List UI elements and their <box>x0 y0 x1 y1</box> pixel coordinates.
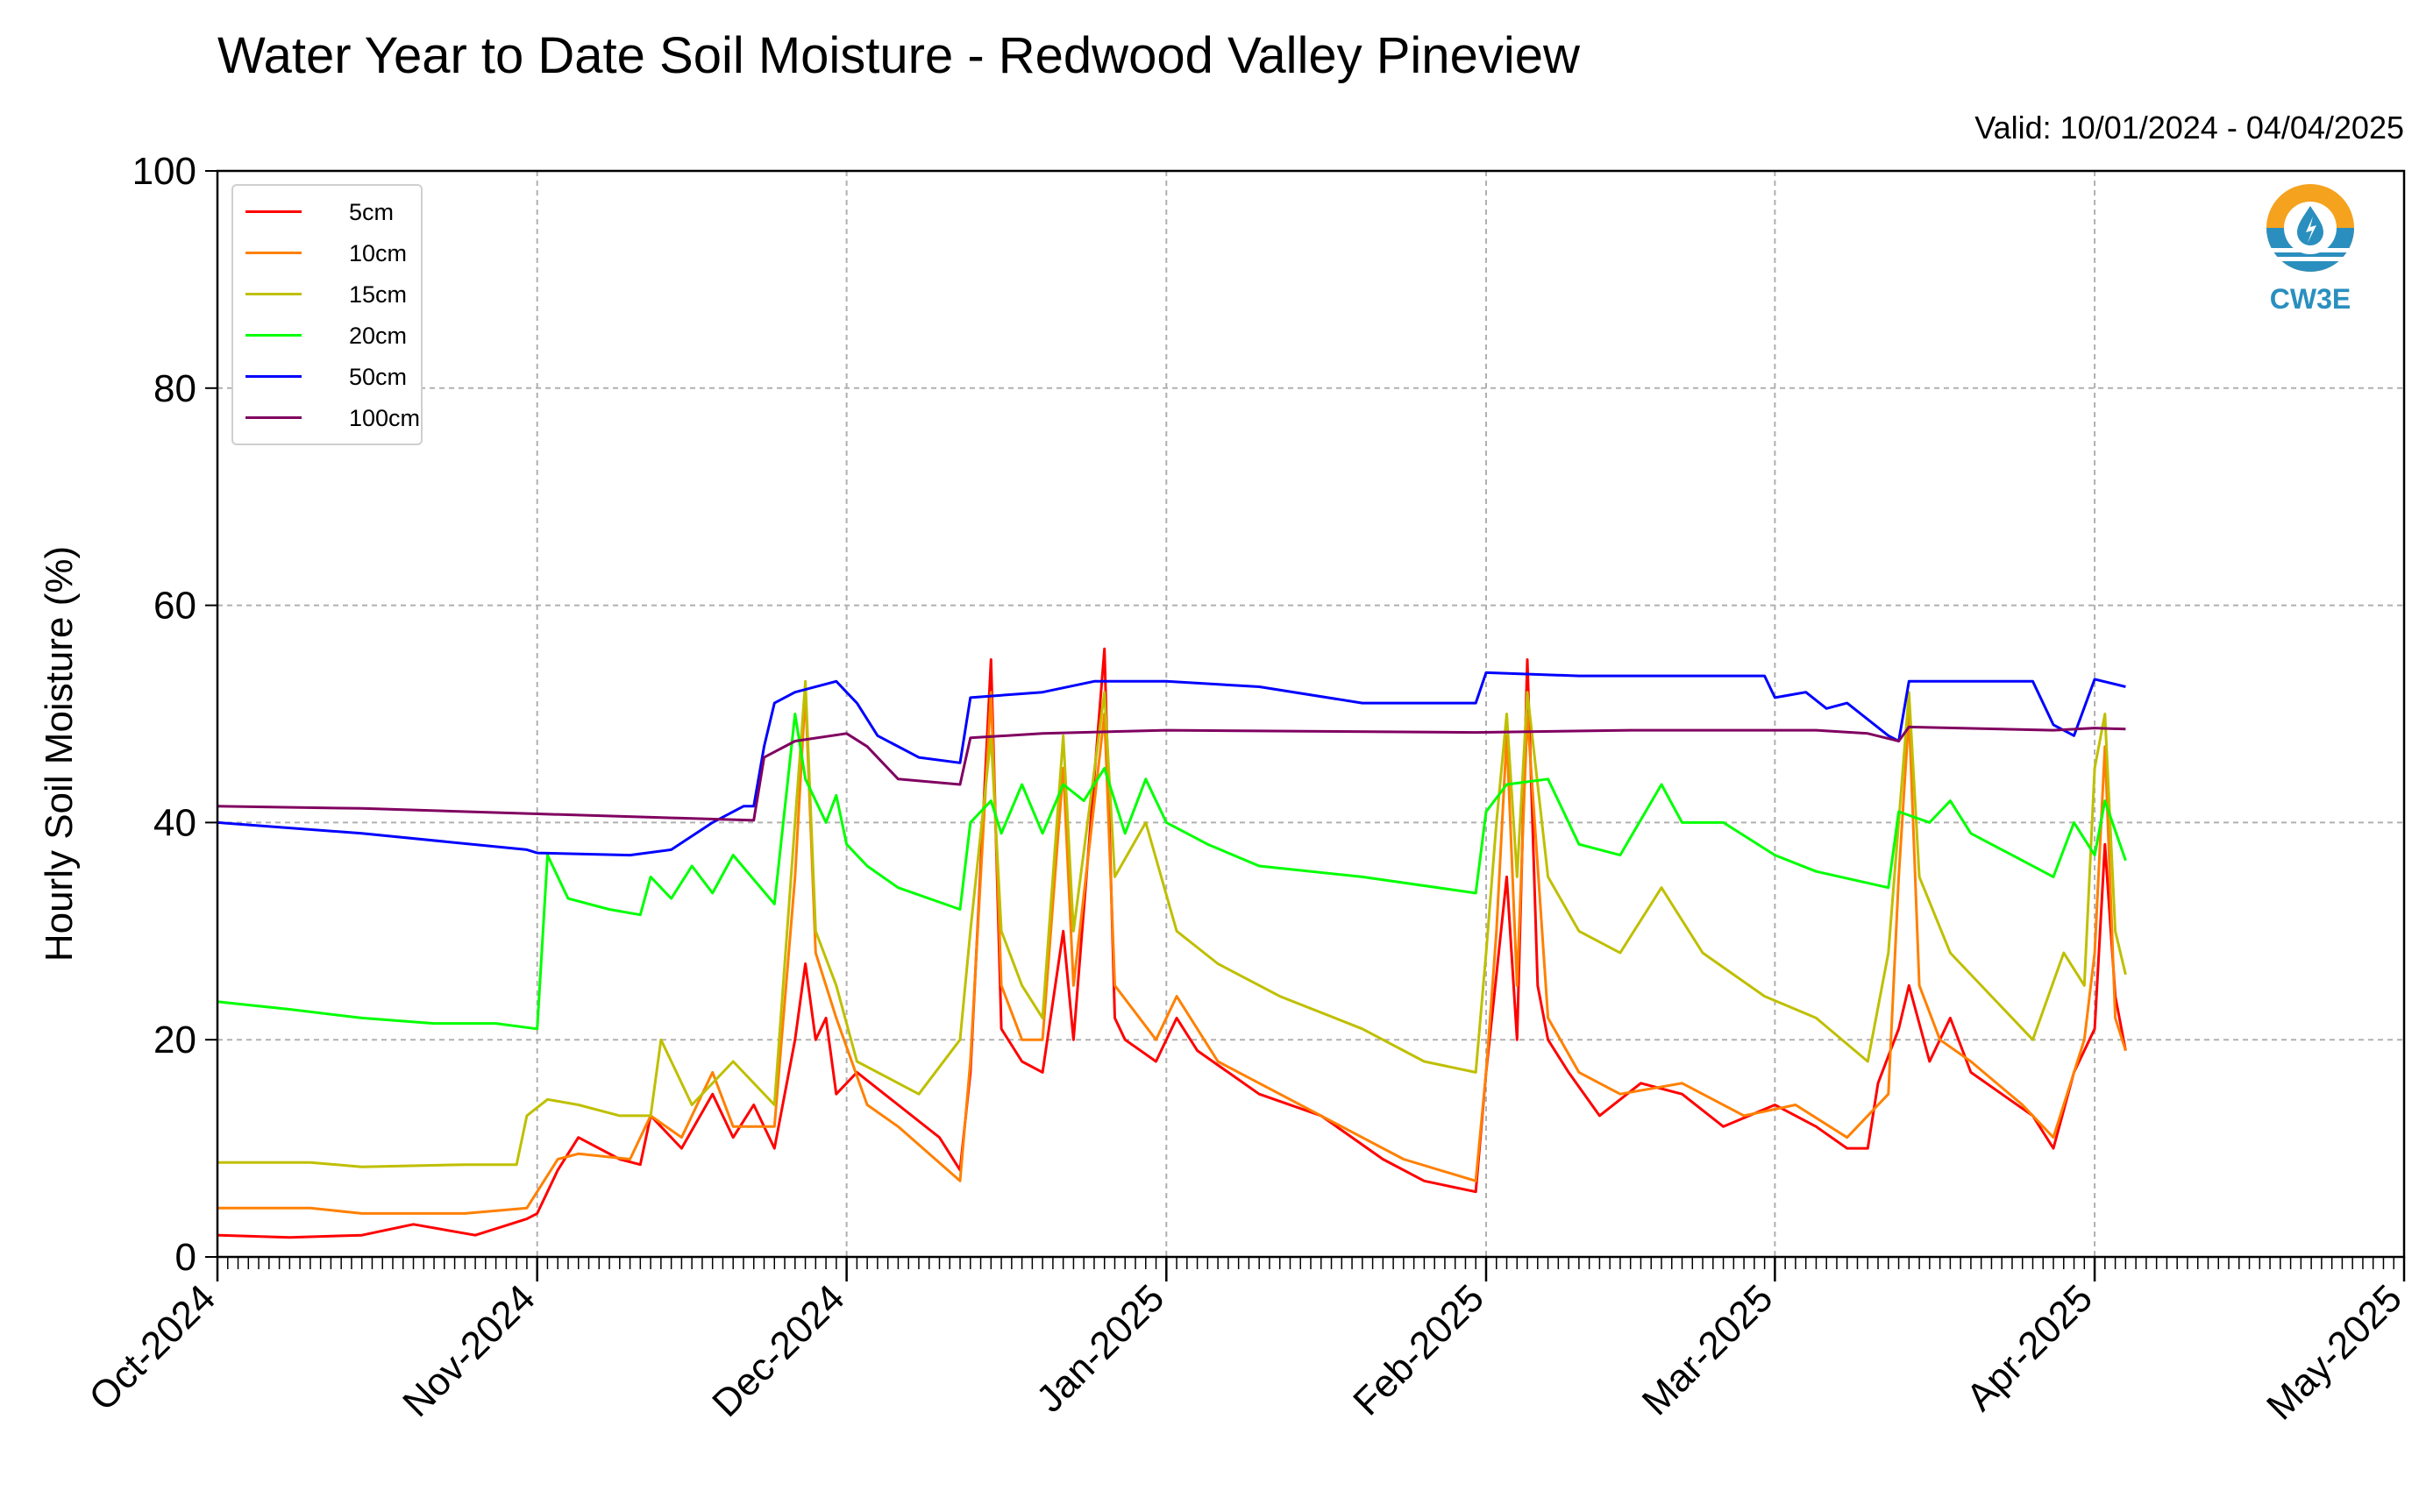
y-tick-label: 60 <box>153 585 196 628</box>
x-tick-label: Feb-2025 <box>1345 1276 1492 1423</box>
y-tick-label: 20 <box>153 1019 196 1061</box>
legend-swatch <box>245 293 302 295</box>
legend-swatch <box>245 334 302 337</box>
legend-label: 100cm <box>349 405 421 431</box>
x-tick-label: May-2025 <box>2259 1276 2410 1428</box>
legend-item: 10cm <box>233 236 421 271</box>
y-tick-label: 0 <box>175 1236 196 1279</box>
cw3e-logo: CW3E <box>2253 180 2367 320</box>
legend-item: 100cm <box>233 401 421 436</box>
x-tick-label: Jan-2025 <box>1028 1276 1172 1420</box>
x-tick-label: Apr-2025 <box>1959 1276 2102 1419</box>
series-line-100cm <box>217 725 2126 822</box>
legend-swatch <box>245 210 302 213</box>
y-tick-label: 80 <box>153 367 196 410</box>
legend-item: 15cm <box>233 277 421 312</box>
axes-frame <box>216 169 2406 1259</box>
legend-swatch <box>245 252 302 254</box>
y-tick-label: 40 <box>153 801 196 844</box>
series-line-10cm <box>217 691 2127 1215</box>
legend: 5cm 10cm 15cm 20cm 50cm 100cm <box>231 184 423 445</box>
legend-item: 20cm <box>233 318 421 353</box>
x-tick-label: Mar-2025 <box>1634 1276 1782 1423</box>
legend-swatch <box>245 416 302 419</box>
legend-label: 15cm <box>349 281 408 308</box>
chart-subtitle: Valid: 10/01/2024 - 04/04/2025 <box>1974 110 2404 146</box>
series-line-5cm <box>217 647 2127 1239</box>
x-tick-label: Dec-2024 <box>704 1276 853 1425</box>
series-line-50cm <box>217 671 2126 857</box>
legend-label: 50cm <box>349 364 408 390</box>
water-drop-icon <box>2266 184 2354 272</box>
x-tick-label: Oct-2024 <box>81 1276 224 1419</box>
x-tick-label: Nov-2024 <box>395 1276 544 1425</box>
legend-item: 50cm <box>233 359 421 394</box>
chart-title: Water Year to Date Soil Moisture - Redwo… <box>217 27 1580 84</box>
y-tick-label: 100 <box>132 150 196 193</box>
legend-swatch <box>245 375 302 378</box>
legend-item: 5cm <box>233 195 421 230</box>
legend-label: 5cm <box>349 199 395 225</box>
legend-label: 10cm <box>349 240 408 266</box>
series-line-20cm <box>217 713 2127 1031</box>
legend-label: 20cm <box>349 323 408 349</box>
series-line-15cm <box>217 679 2127 1168</box>
